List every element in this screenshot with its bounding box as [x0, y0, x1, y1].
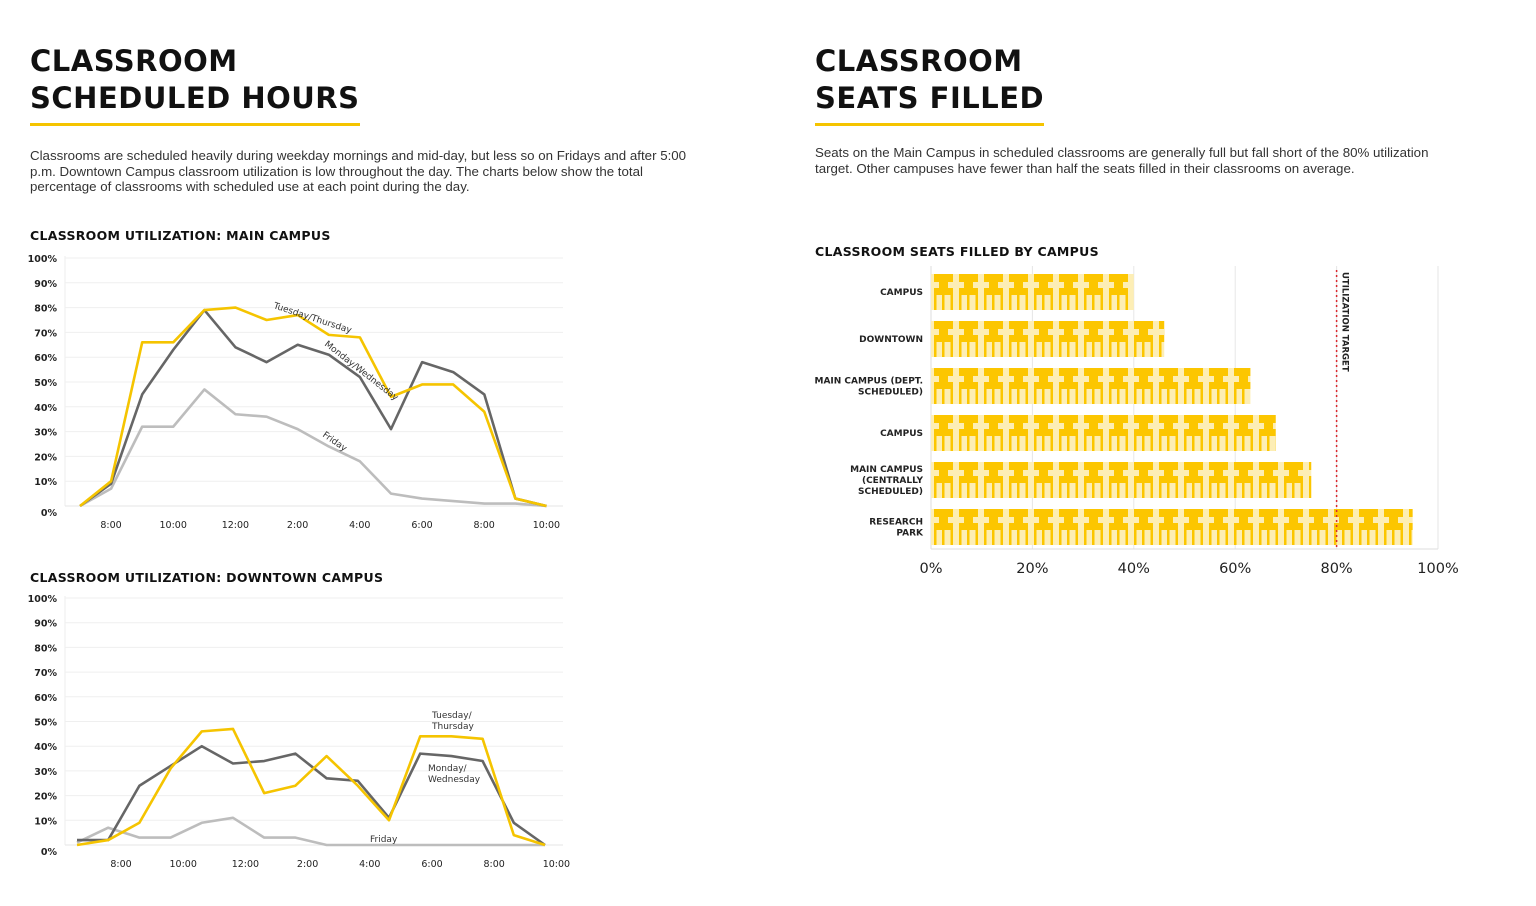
y-tick-label: 10% — [34, 477, 57, 488]
bar-1 — [931, 321, 1165, 357]
x-tick-label: 4:00 — [359, 859, 380, 870]
bar-0 — [931, 274, 1134, 310]
x-tick-label: 6:00 — [411, 520, 432, 531]
downtown-chart-title: CLASSROOM UTILIZATION: DOWNTOWN CAMPUS — [30, 570, 384, 585]
left-title-line1: CLASSROOM — [30, 44, 238, 78]
y-tick-label: 20% — [34, 452, 57, 463]
x-tick-label: 0% — [919, 561, 942, 577]
bar-2 — [931, 368, 1251, 404]
x-tick-label: 10:00 — [170, 859, 197, 870]
y-tick-label: 60% — [34, 693, 57, 704]
y-tick-label: 60% — [34, 353, 57, 364]
y-tick-label: 70% — [34, 668, 57, 679]
series-line-monday-wednesday — [79, 308, 547, 508]
x-tick-label: 100% — [1417, 561, 1458, 577]
category-label: CAMPUS — [880, 288, 923, 298]
x-tick-label: 8:00 — [100, 520, 121, 531]
y-tick-label: 30% — [34, 428, 57, 439]
y-tick-label: 50% — [34, 378, 57, 389]
category-label: MAIN CAMPUS (DEPT. SCHEDULED) — [814, 377, 923, 398]
x-tick-label: 12:00 — [232, 859, 259, 870]
y-tick-label: 0% — [41, 508, 58, 519]
seats-chart-title: CLASSROOM SEATS FILLED BY CAMPUS — [815, 244, 1099, 259]
series-label-friday: Friday — [370, 835, 398, 845]
x-tick-label: 20% — [1016, 561, 1048, 577]
x-tick-label: 8:00 — [484, 859, 505, 870]
right-title: CLASSROOM SEATS FILLED — [815, 43, 1045, 126]
x-tick-label: 8:00 — [474, 520, 495, 531]
series-line-tuesday-thursday — [76, 727, 546, 847]
x-tick-label: 6:00 — [421, 859, 442, 870]
left-paragraph: Classrooms are scheduled heavily during … — [30, 148, 687, 194]
y-tick-label: 50% — [34, 718, 57, 729]
seats-bar-chart: 0% 20% 40% 60% 80% 100% CAMPUS DOWNTOWN MAIN CAM… — [814, 266, 1459, 577]
y-tick-label: 10% — [34, 816, 57, 827]
y-tick-label: 100% — [28, 594, 58, 605]
y-tick-label: 80% — [34, 643, 57, 654]
series-line-monday-wednesday — [77, 744, 546, 847]
series-label-tuesday-thursday: Tuesday/Thursday — [431, 711, 475, 732]
bar-4 — [931, 462, 1312, 498]
x-tick-label: 40% — [1118, 561, 1150, 577]
y-tick-label: 40% — [34, 403, 57, 414]
utilization-target-label: UTILIZATION TARGET — [1340, 272, 1350, 372]
series-label-monday-wednesday: Monday/Wednesday — [428, 764, 481, 785]
series-line-friday — [79, 388, 547, 508]
x-tick-label: 8:00 — [110, 859, 131, 870]
series-line-friday — [76, 816, 545, 847]
y-tick-label: 20% — [34, 792, 57, 803]
y-tick-label: 70% — [34, 328, 57, 339]
category-label: RESEARCH PARK — [869, 518, 924, 539]
category-label: MAIN CAMPUS (CENTRALLY SCHEDULED) — [850, 465, 923, 497]
left-title: CLASSROOM SCHEDULED HOURS — [30, 43, 360, 126]
right-title-line1: CLASSROOM — [815, 44, 1023, 78]
bar-5 — [931, 509, 1413, 545]
y-tick-label: 100% — [28, 254, 58, 265]
x-tick-label: 4:00 — [349, 520, 370, 531]
x-tick-label: 12:00 — [222, 520, 249, 531]
main-campus-chart-title: CLASSROOM UTILIZATION: MAIN CAMPUS — [30, 228, 331, 243]
x-tick-label: 2:00 — [297, 859, 318, 870]
category-label: DOWNTOWN — [859, 335, 923, 345]
x-tick-label: 60% — [1219, 561, 1251, 577]
downtown-line-chart: 0% 10% 20% 30% 40% 50% 60% 70% 80% 90% 100% 8:00 10:… — [28, 594, 570, 870]
left-title-line2: SCHEDULED HOURS — [30, 81, 360, 115]
x-tick-label: 10:00 — [533, 520, 560, 531]
y-tick-label: 40% — [34, 742, 57, 753]
x-tick-label: 10:00 — [160, 520, 187, 531]
main-campus-line-chart: 0% 10% 20% 30% 40% 50% 60% 70% 80% 90% 100% 8:00 10:… — [28, 254, 563, 531]
bar-3 — [931, 415, 1276, 451]
x-tick-label: 2:00 — [287, 520, 308, 531]
right-title-line2: SEATS FILLED — [815, 81, 1045, 115]
series-label-friday: Friday — [320, 430, 349, 454]
y-tick-label: 90% — [34, 619, 57, 630]
y-tick-label: 0% — [41, 847, 58, 858]
x-tick-label: 10:00 — [543, 859, 570, 870]
y-tick-label: 80% — [34, 304, 57, 315]
y-tick-label: 90% — [34, 279, 57, 290]
category-label: CAMPUS — [880, 429, 923, 439]
right-paragraph: Seats on the Main Campus in scheduled cl… — [815, 145, 1429, 176]
x-tick-label: 80% — [1320, 561, 1352, 577]
series-label-tuesday-thursday: Tuesday/Thursday — [271, 301, 353, 336]
series-line-tuesday-thursday — [79, 306, 547, 508]
series-label-monday-wednesday: Monday/Wednesday — [322, 339, 400, 403]
y-tick-label: 30% — [34, 767, 57, 778]
